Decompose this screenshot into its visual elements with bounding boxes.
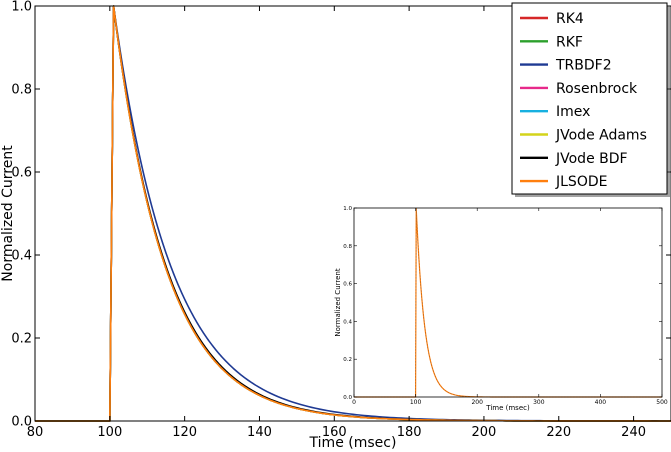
x-tick-label: 240 [621, 425, 646, 440]
inset-x-tick-label: 100 [410, 399, 422, 406]
inset-x-tick-label: 400 [595, 399, 607, 406]
inset-plot-frame [353, 207, 663, 398]
inset-plot-area [354, 208, 662, 397]
x-axis-label: Time (msec) [309, 435, 397, 451]
main-plot-frame [34, 5, 671, 422]
inset-x-axis-label: Time (msec) [485, 404, 530, 412]
inset-y-tick-label: 1.0 [343, 206, 352, 212]
legend-label-jvode-adams: JVode Adams [555, 128, 647, 144]
inset-series-overlay [354, 207, 662, 398]
y-tick-label: 0.2 [11, 332, 32, 347]
y-tick-label: 0.8 [11, 83, 32, 98]
inset-y-tick-label: 0.6 [343, 282, 352, 288]
x-tick-label: 100 [97, 425, 122, 440]
legend-label-jvode-bdf: JVode BDF [555, 151, 628, 167]
inset-x-tick-label: 500 [656, 399, 668, 406]
inset-x-tick-label: 200 [471, 399, 483, 406]
x-tick-label: 80 [27, 425, 44, 440]
inset-y-axis-label: Normalized Current [334, 268, 342, 336]
y-tick-label: 1.0 [11, 0, 32, 15]
inset-y-tick-label: 0.4 [343, 319, 352, 325]
x-tick-label: 200 [472, 425, 497, 440]
x-tick-label: 180 [397, 425, 422, 440]
x-tick-label: 160 [322, 425, 347, 440]
y-tick-label: 0.4 [11, 249, 32, 264]
legend-label-trbdf2: TRBDF2 [555, 58, 612, 74]
legend-label-rosenbrock: Rosenbrock [556, 81, 638, 97]
inset-plot: 0 100 200 300 400 500 0.0 0.2 0.4 0.6 0.8 1.0 Time (… [334, 206, 668, 412]
inset-y-tick-label: 0.0 [343, 395, 352, 401]
y-tick-label: 0.0 [11, 415, 32, 430]
y-tick-label: 0.6 [11, 166, 32, 181]
legend-label-rk4: RK4 [556, 11, 584, 27]
x-tick-label: 220 [546, 425, 571, 440]
inset-x-tick-label: 0 [352, 399, 356, 406]
inset-y-tick-label: 0.8 [343, 244, 352, 250]
legend-label-jlsode: JLSODE [555, 174, 607, 190]
legend-label-rkf: RKF [556, 34, 583, 50]
x-tick-label: 120 [172, 425, 197, 440]
legend-box [511, 2, 668, 195]
x-tick-label: 140 [247, 425, 272, 440]
inset-y-tick-label: 0.2 [343, 357, 352, 363]
inset-x-tick-label: 300 [533, 399, 545, 406]
legend-label-imex: Imex [556, 104, 590, 120]
legend: RK4 RKF TRBDF2 Rosenbrock Imex JVode Adams JVo… [511, 2, 670, 197]
y-axis-label: Normalized Current [0, 145, 16, 282]
